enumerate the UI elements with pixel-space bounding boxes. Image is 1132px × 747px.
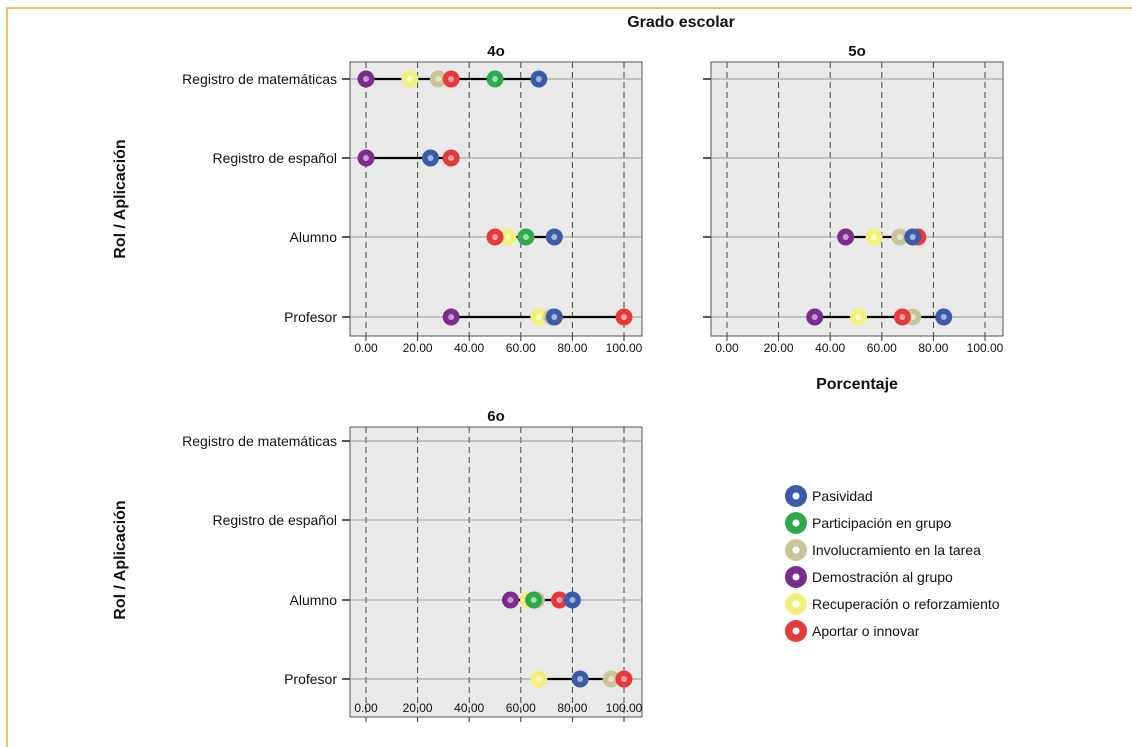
panel-background (349, 426, 643, 718)
panel-background (349, 61, 643, 337)
data-point-highlight (406, 76, 413, 82)
data-point-highlight (363, 155, 369, 161)
legend-label: Aportar o innovar (812, 623, 920, 639)
legend-label: Involucramiento en la tarea (812, 542, 981, 558)
data-point-highlight (842, 234, 849, 240)
x-tick-label: 100.00 (967, 341, 1004, 355)
legend-swatch-center (792, 519, 800, 527)
x-tick-label: 40.00 (454, 701, 484, 715)
chart-title: Grado escolar (627, 14, 735, 31)
legend-label: Pasividad (812, 488, 873, 504)
legend: Pasividad Participación en grupo Involucra… (785, 485, 1000, 642)
data-point-highlight (448, 76, 455, 82)
category-label: Registro de matemáticas (182, 71, 337, 87)
data-point-highlight (530, 597, 537, 603)
data-point-highlight (896, 234, 903, 240)
data-point-highlight (504, 234, 511, 240)
y-axis-title: Rol / Aplicación (112, 139, 129, 258)
x-tick-label: 0.00 (715, 341, 739, 355)
data-point-highlight (363, 76, 369, 82)
data-point-highlight (811, 314, 818, 320)
figure-frame (6, 7, 1132, 747)
legend-swatch-center (792, 492, 800, 500)
x-tick-label: 60.00 (506, 701, 536, 715)
data-point-highlight (871, 234, 878, 240)
data-point-highlight (448, 314, 455, 320)
category-label: Registro de matemáticas (182, 433, 337, 449)
data-point-highlight (522, 234, 529, 240)
legend-label: Participación en grupo (812, 515, 952, 531)
x-tick-label: 100.00 (606, 341, 643, 355)
x-tick-label: 20.00 (764, 341, 794, 355)
x-tick-label: 0.00 (354, 701, 378, 715)
data-point-highlight (621, 314, 627, 320)
category-label: Registro de español (212, 150, 337, 166)
data-point-highlight (492, 234, 498, 240)
category-label: Alumno (290, 229, 338, 245)
category-label: Registro de español (212, 512, 337, 528)
category-label: Alumno (290, 592, 338, 608)
data-point-highlight (556, 597, 563, 603)
legend-swatch-center (792, 627, 800, 635)
data-point-highlight (608, 676, 615, 682)
legend-label: Demostración al grupo (812, 569, 953, 585)
x-tick-label: 0.00 (354, 341, 378, 355)
data-point-highlight (899, 314, 906, 320)
data-point-highlight (621, 676, 627, 682)
data-point-highlight (551, 234, 558, 240)
legend-label: Recuperación o reforzamiento (812, 596, 1000, 612)
data-point-highlight (855, 314, 862, 320)
x-tick-label: 40.00 (454, 341, 484, 355)
x-tick-label: 60.00 (506, 341, 536, 355)
data-point-highlight (535, 76, 542, 82)
data-point-highlight (577, 676, 584, 682)
data-point-highlight (427, 155, 434, 161)
data-point-highlight (507, 597, 514, 603)
panel-4o: 4o 0.00 20.00 40.00 60.00 80.00 100.00 Registro… (182, 43, 643, 355)
legend-swatch-center (792, 546, 800, 554)
legend-swatch-center (792, 573, 800, 581)
panel-title: 6o (487, 408, 505, 425)
y-axis-title: Rol / Aplicación (112, 500, 129, 619)
data-point-highlight (535, 314, 542, 320)
panel-6o: 6o 0.00 20.00 40.00 60.00 80.00 100.00 Registro… (182, 408, 643, 722)
data-point-highlight (909, 314, 916, 320)
panel-background (710, 61, 1004, 337)
panel-5o: 5o 0.00 20.00 40.00 60.00 80.00 100.00 (703, 43, 1004, 355)
x-tick-label: 80.00 (918, 341, 948, 355)
category-label: Profesor (284, 671, 337, 687)
data-point-highlight (448, 155, 455, 161)
data-point-highlight (940, 314, 947, 320)
data-point-highlight (492, 76, 498, 82)
x-tick-label: 100.00 (606, 701, 643, 715)
data-point-highlight (909, 234, 916, 240)
panel-title: 5o (848, 43, 866, 60)
legend-swatch-center (792, 600, 800, 608)
x-tick-label: 60.00 (867, 341, 897, 355)
panel-title: 4o (487, 43, 505, 60)
data-point-highlight (435, 76, 442, 82)
data-point-highlight (569, 597, 576, 603)
category-label: Profesor (284, 309, 337, 325)
x-tick-label: 80.00 (557, 701, 587, 715)
x-axis-title: Porcentaje (816, 376, 898, 393)
x-tick-label: 80.00 (557, 341, 587, 355)
data-point-highlight (551, 314, 558, 320)
data-point-highlight (535, 676, 542, 682)
x-tick-label: 20.00 (403, 701, 433, 715)
x-tick-label: 20.00 (403, 341, 433, 355)
x-tick-label: 40.00 (815, 341, 845, 355)
